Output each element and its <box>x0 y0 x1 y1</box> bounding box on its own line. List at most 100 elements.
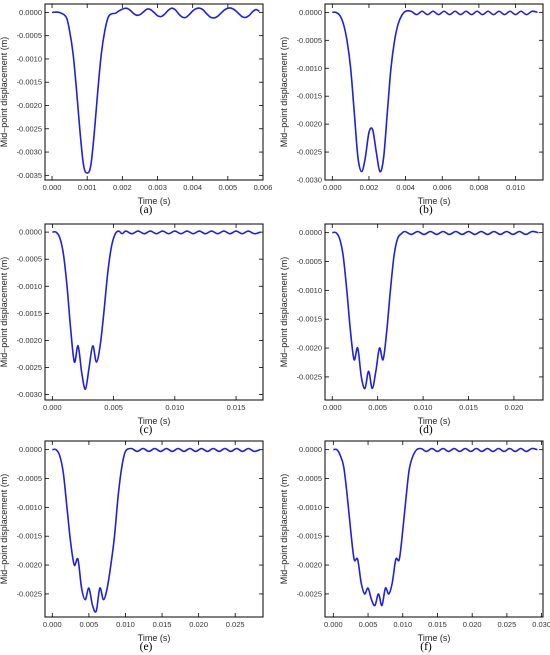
y-tick-label: -0.0025 <box>17 124 42 133</box>
x-tick-label: 0.000 <box>43 403 62 412</box>
x-axis-label: Time (s) <box>418 196 451 206</box>
x-tick-label: 0.000 <box>323 183 342 192</box>
y-axis-label: Mid–point displacement (m) <box>279 257 289 368</box>
y-tick-label: -0.0030 <box>297 176 322 185</box>
y-tick-label: 0.0000 <box>19 228 42 237</box>
y-tick-label: -0.0010 <box>297 286 322 295</box>
panel-a: 0.0000 -0.0005 -0.0010 -0.0015 -0.0020 -0.002… <box>0 3 273 216</box>
series-line <box>332 10 538 173</box>
series-line <box>332 230 539 390</box>
x-axis-label: Time (s) <box>418 416 451 426</box>
panel-tag: (d) <box>419 424 433 436</box>
x-tick-label: 0.030 <box>532 620 550 629</box>
x-axis-label: Time (s) <box>418 633 451 643</box>
y-tick-label: -0.0025 <box>297 589 322 598</box>
y-tick-label: -0.0010 <box>17 54 42 63</box>
x-tick-label: 0.010 <box>414 403 433 412</box>
y-tick-label: -0.0015 <box>297 92 322 101</box>
y-tick-label: -0.0020 <box>297 344 322 353</box>
plot-frame <box>44 440 264 618</box>
plot-frame <box>324 223 544 401</box>
y-tick-label: -0.0005 <box>17 31 42 40</box>
x-tick-label: 0.015 <box>153 620 172 629</box>
x-tick-label: 0.005 <box>218 183 237 192</box>
y-tick-label: -0.0015 <box>297 532 322 541</box>
y-tick-label: 0.0000 <box>19 8 42 17</box>
x-tick-label: 0.020 <box>505 403 524 412</box>
y-tick-label: -0.0015 <box>17 309 42 318</box>
y-tick-label: -0.0025 <box>297 148 322 157</box>
y-tick-label: -0.0020 <box>17 561 42 570</box>
y-tick-label: -0.0010 <box>17 503 42 512</box>
y-tick-label: -0.0030 <box>17 148 42 157</box>
y-axis-label: Mid–point displacement (m) <box>279 474 289 585</box>
plot-frame <box>324 3 544 181</box>
x-tick-label: 0.004 <box>396 183 415 192</box>
y-axis-label: Mid–point displacement (m) <box>279 37 289 148</box>
x-tick-label: 0.025 <box>226 620 245 629</box>
y-tick-label: -0.0010 <box>297 503 322 512</box>
plot-frame <box>324 440 544 618</box>
y-tick-label: -0.0020 <box>297 561 322 570</box>
x-tick-label: 0.010 <box>393 620 412 629</box>
x-tick-label: 0.006 <box>433 183 452 192</box>
y-tick-label: 0.0000 <box>299 445 322 454</box>
y-tick-label: -0.0020 <box>17 336 42 345</box>
y-tick-label: -0.0005 <box>297 474 322 483</box>
x-tick-label: 0.004 <box>183 183 202 192</box>
panel-c: 0.0000 -0.0005 -0.0010 -0.0015 -0.0020 -0.002… <box>0 223 264 436</box>
panel-tag: (e) <box>140 641 153 653</box>
x-tick-label: 0.001 <box>78 183 97 192</box>
series-line <box>52 447 261 613</box>
panel-e: 0.0000 -0.0005 -0.0010 -0.0015 -0.0020 -0.002… <box>0 440 264 653</box>
y-tick-label: -0.0025 <box>17 589 42 598</box>
y-tick-label: -0.0010 <box>297 64 322 73</box>
x-tick-label: 0.020 <box>463 620 482 629</box>
x-tick-label: 0.015 <box>227 403 246 412</box>
y-tick-label: -0.0005 <box>17 474 42 483</box>
panel-f: 0.0000 -0.0005 -0.0010 -0.0015 -0.0020 -0.002… <box>279 440 550 653</box>
x-tick-label: 0.000 <box>324 620 343 629</box>
x-tick-label: 0.006 <box>254 183 273 192</box>
x-tick-label: 0.000 <box>323 403 342 412</box>
panel-b: 0.0000 -0.0005 -0.0010 -0.0015 -0.0020 -0.002… <box>279 3 544 216</box>
x-tick-label: 0.010 <box>116 620 135 629</box>
y-tick-label: -0.0035 <box>17 171 42 180</box>
panel-tag: (a) <box>140 204 153 216</box>
x-tick-label: 0.002 <box>113 183 132 192</box>
y-tick-label: -0.0025 <box>17 363 42 372</box>
x-tick-label: 0.005 <box>80 620 99 629</box>
panel-tag: (f) <box>420 641 432 653</box>
panel-tag: (c) <box>140 424 153 436</box>
plot-frame <box>44 223 264 401</box>
x-axis-label: Time (s) <box>138 633 171 643</box>
y-tick-label: 0.0000 <box>19 445 42 454</box>
series-line <box>52 230 261 390</box>
plot-frame <box>44 3 264 181</box>
series-line <box>51 7 260 174</box>
y-tick-label: -0.0015 <box>17 78 42 87</box>
y-axis-label: Mid–point displacement (m) <box>0 474 9 585</box>
x-tick-label: 0.005 <box>359 620 378 629</box>
x-tick-label: 0.015 <box>428 620 447 629</box>
x-tick-label: 0.002 <box>360 183 379 192</box>
y-tick-label: -0.0005 <box>297 36 322 45</box>
x-tick-label: 0.003 <box>148 183 167 192</box>
y-tick-label: -0.0015 <box>297 315 322 324</box>
x-tick-label: 0.005 <box>368 403 387 412</box>
y-tick-label: -0.0005 <box>297 257 322 266</box>
x-tick-label: 0.020 <box>189 620 208 629</box>
y-tick-label: -0.0005 <box>17 255 42 264</box>
y-tick-label: -0.0030 <box>17 390 42 399</box>
panel-d: 0.0000 -0.0005 -0.0010 -0.0015 -0.0020 -0.002… <box>279 223 544 436</box>
x-axis-label: Time (s) <box>138 196 171 206</box>
y-tick-label: -0.0025 <box>297 372 322 381</box>
x-tick-label: 0.008 <box>469 183 488 192</box>
y-tick-label: 0.0000 <box>299 228 322 237</box>
y-axis-label: Mid–point displacement (m) <box>0 257 9 368</box>
y-tick-label: -0.0015 <box>17 532 42 541</box>
y-tick-label: -0.0010 <box>17 282 42 291</box>
x-tick-label: 0.025 <box>498 620 517 629</box>
x-tick-label: 0.000 <box>43 620 62 629</box>
